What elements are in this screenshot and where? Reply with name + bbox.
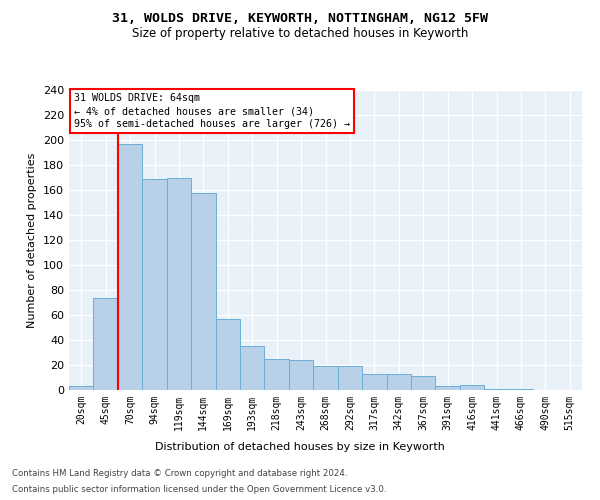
Bar: [289, 360, 313, 390]
Bar: [362, 374, 386, 390]
Y-axis label: Number of detached properties: Number of detached properties: [28, 152, 37, 328]
Bar: [167, 178, 191, 390]
Bar: [265, 359, 289, 390]
Bar: [436, 386, 460, 390]
Bar: [215, 319, 240, 390]
Text: Contains HM Land Registry data © Crown copyright and database right 2024.: Contains HM Land Registry data © Crown c…: [12, 468, 347, 477]
Bar: [338, 366, 362, 390]
Bar: [509, 389, 533, 390]
Bar: [94, 298, 118, 390]
Bar: [240, 346, 265, 390]
Text: Size of property relative to detached houses in Keyworth: Size of property relative to detached ho…: [132, 28, 468, 40]
Text: Distribution of detached houses by size in Keyworth: Distribution of detached houses by size …: [155, 442, 445, 452]
Bar: [460, 385, 484, 390]
Bar: [69, 386, 94, 390]
Bar: [118, 144, 142, 390]
Bar: [142, 179, 167, 390]
Bar: [191, 192, 215, 390]
Text: 31, WOLDS DRIVE, KEYWORTH, NOTTINGHAM, NG12 5FW: 31, WOLDS DRIVE, KEYWORTH, NOTTINGHAM, N…: [112, 12, 488, 26]
Text: Contains public sector information licensed under the Open Government Licence v3: Contains public sector information licen…: [12, 485, 386, 494]
Bar: [411, 376, 436, 390]
Bar: [313, 366, 338, 390]
Text: 31 WOLDS DRIVE: 64sqm
← 4% of detached houses are smaller (34)
95% of semi-detac: 31 WOLDS DRIVE: 64sqm ← 4% of detached h…: [74, 93, 350, 130]
Bar: [484, 389, 509, 390]
Bar: [386, 374, 411, 390]
